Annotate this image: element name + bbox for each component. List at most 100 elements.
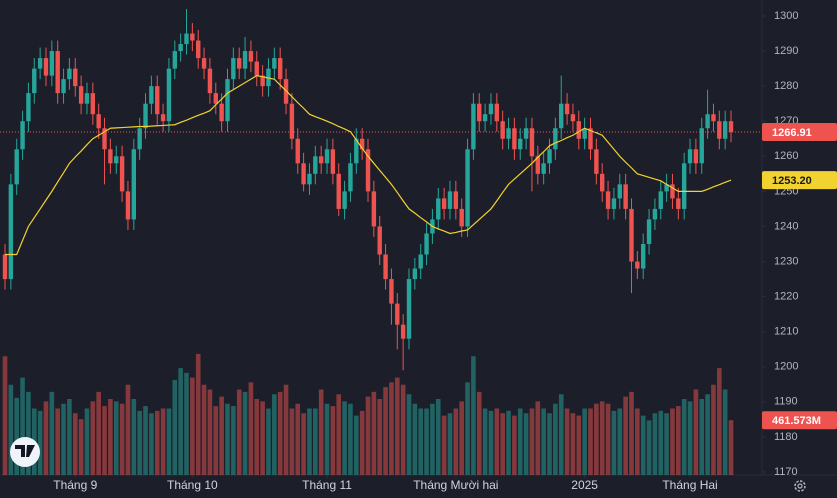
candle-body xyxy=(90,93,96,115)
volume-bar xyxy=(705,394,710,475)
candle-body xyxy=(301,163,306,185)
candle-body xyxy=(459,208,464,227)
volume-bar xyxy=(225,403,230,475)
candle-body xyxy=(2,254,8,280)
candle-body xyxy=(506,128,511,139)
volume-bar xyxy=(681,399,687,475)
candle-body xyxy=(359,138,365,150)
candle-body xyxy=(26,93,31,122)
volume-bar xyxy=(231,406,236,475)
volume-bar xyxy=(535,401,541,475)
candle-body xyxy=(523,128,529,139)
volume-label: 461.573M xyxy=(772,415,821,427)
volume-bar xyxy=(594,403,599,475)
volume-bar xyxy=(611,410,617,475)
volume-bar xyxy=(242,391,248,475)
last-price-label: 1266.91 xyxy=(772,127,812,139)
candle-body xyxy=(600,173,605,192)
candle-body xyxy=(237,58,242,69)
volume-bar xyxy=(553,403,558,475)
volume-bar xyxy=(459,401,464,475)
candle-body xyxy=(477,103,482,122)
volume-bar xyxy=(435,399,441,475)
volume-bar xyxy=(488,410,494,475)
volume-bar xyxy=(49,391,55,475)
candle-body xyxy=(37,58,43,69)
volume-bar xyxy=(506,410,511,475)
volume-bar xyxy=(494,408,500,475)
candle-body xyxy=(277,58,283,80)
volume-bar xyxy=(96,391,101,475)
volume-bar xyxy=(406,394,412,475)
candle-body xyxy=(453,191,459,209)
candle-body xyxy=(635,261,640,269)
volume-bar xyxy=(72,413,78,475)
volume-bar xyxy=(465,382,470,475)
candle-body xyxy=(84,93,90,104)
volume-bar xyxy=(318,389,324,475)
candle-body xyxy=(342,191,347,209)
candles xyxy=(2,8,734,371)
candle-body xyxy=(559,103,564,129)
candle-body xyxy=(324,149,330,164)
candle-body xyxy=(699,128,704,164)
volume-bar xyxy=(547,413,552,475)
volume-bar xyxy=(119,403,125,475)
candle-body xyxy=(541,163,546,174)
candle-body xyxy=(500,121,505,139)
candle-body xyxy=(143,103,148,129)
candle-body xyxy=(570,114,576,122)
y-tick-label: 1190 xyxy=(774,396,798,408)
candle-body xyxy=(722,121,728,139)
candle-body xyxy=(196,40,201,59)
volume-bar xyxy=(307,408,312,475)
volume-bar xyxy=(26,391,31,475)
volume-bar xyxy=(78,419,84,475)
candle-body xyxy=(640,243,646,269)
candle-body xyxy=(512,128,517,150)
volume-bar xyxy=(330,406,336,475)
candle-body xyxy=(465,149,470,227)
candle-body xyxy=(576,121,581,139)
candle-body xyxy=(529,128,535,157)
volume-bar xyxy=(687,401,693,475)
volume-bar xyxy=(693,389,699,475)
volume-bar xyxy=(2,356,8,475)
candle-body xyxy=(166,68,172,122)
x-tick-label: Tháng 9 xyxy=(53,478,97,492)
candle-body xyxy=(354,138,359,164)
volume-bar xyxy=(500,413,505,475)
settings-icon[interactable] xyxy=(794,480,806,492)
volume-bar xyxy=(190,377,195,475)
candle-body xyxy=(676,198,681,209)
volume-bar xyxy=(635,408,640,475)
volume-bar xyxy=(658,410,664,475)
candle-body xyxy=(389,279,394,304)
volume-bar xyxy=(722,389,728,475)
x-tick-label: 2025 xyxy=(571,478,598,492)
volume-bar xyxy=(254,399,260,475)
candle-body xyxy=(377,226,382,255)
candle-body xyxy=(547,149,552,164)
candle-body xyxy=(518,138,523,150)
candle-body xyxy=(400,324,406,339)
volume-bar xyxy=(599,401,605,475)
candle-body xyxy=(658,191,663,209)
volume-bar xyxy=(295,403,301,475)
moving-average xyxy=(5,74,732,256)
y-tick-label: 1200 xyxy=(774,361,798,373)
candle-body xyxy=(652,208,658,220)
x-tick-label: Tháng 10 xyxy=(167,478,218,492)
candle-body xyxy=(588,128,593,150)
volume-bar xyxy=(418,408,424,475)
volume-bar xyxy=(517,408,523,475)
y-tick-label: 1240 xyxy=(774,220,798,232)
candle-body xyxy=(201,58,207,69)
candle-body xyxy=(623,184,628,209)
candle-body xyxy=(266,68,271,87)
tv-logo[interactable] xyxy=(10,437,40,467)
volume-bar xyxy=(348,403,353,475)
volume-bar xyxy=(149,413,154,475)
x-tick-label: Tháng 11 xyxy=(302,478,352,492)
candle-body xyxy=(131,149,137,220)
